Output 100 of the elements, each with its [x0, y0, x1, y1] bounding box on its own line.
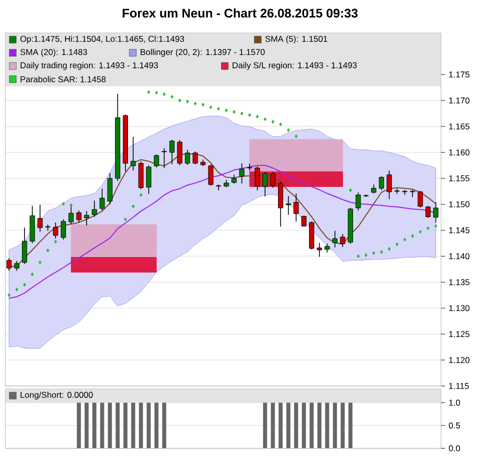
candlestick	[425, 205, 431, 218]
point	[388, 247, 391, 251]
point	[372, 251, 376, 255]
point	[217, 106, 220, 111]
candlestick	[316, 242, 322, 258]
candlestick	[60, 218, 66, 240]
candlestick	[14, 260, 20, 272]
point	[264, 117, 267, 122]
point	[209, 105, 212, 110]
y-tick-label: 1.160	[449, 149, 470, 156]
y-tick-label: 1.145	[449, 227, 470, 234]
candlestick	[100, 188, 105, 211]
point	[155, 90, 158, 95]
candlestick	[208, 164, 214, 186]
point	[140, 193, 142, 197]
candlestick	[262, 172, 268, 197]
candlestick	[76, 210, 82, 223]
candlestick	[6, 258, 12, 272]
y-tick-label: 1.115	[449, 383, 469, 389]
candlestick	[162, 148, 167, 168]
point	[248, 113, 251, 117]
y-tick-label: 1.135	[449, 279, 470, 286]
point	[30, 272, 34, 276]
point	[426, 226, 430, 230]
candlestick	[107, 172, 112, 205]
legend-label: Bollinger (20, 2): 1.1397 - 1.1570	[140, 48, 265, 57]
y-tick-label: 0.5	[448, 422, 460, 428]
candlestick	[177, 140, 182, 166]
candlestick	[184, 149, 190, 166]
point	[271, 120, 274, 124]
candlestick	[22, 227, 28, 264]
point	[240, 112, 244, 116]
point	[364, 253, 368, 258]
candlestick	[37, 204, 43, 232]
y-tick-label: 1.175	[449, 72, 470, 78]
point	[294, 134, 298, 138]
candlestick	[216, 184, 222, 191]
y-tick-label: 1.130	[449, 305, 470, 312]
legend-label: Long/Short: 0.0000	[20, 392, 93, 400]
point	[70, 203, 73, 208]
point	[186, 100, 189, 104]
point	[46, 248, 50, 252]
candlestick	[410, 189, 416, 198]
y-tick-label: 1.125	[449, 331, 470, 338]
point	[202, 102, 204, 106]
candlestick	[433, 202, 438, 223]
legend-label: Daily trading region: 1.1493 - 1.1493	[20, 62, 158, 70]
point	[224, 108, 228, 112]
point	[279, 122, 282, 126]
point	[15, 288, 18, 292]
point	[349, 188, 352, 192]
point	[132, 204, 135, 208]
candlestick	[332, 230, 338, 248]
point	[418, 230, 422, 234]
point	[38, 260, 42, 264]
point	[62, 202, 65, 206]
candlestick	[394, 188, 400, 194]
candlestick	[53, 222, 58, 239]
point	[178, 98, 182, 102]
candlestick	[418, 190, 423, 208]
candlestick	[356, 192, 361, 211]
point	[396, 242, 398, 246]
candlestick	[378, 176, 384, 191]
legend-label: Parabolic SAR: 1.1458	[20, 76, 106, 82]
point	[356, 254, 360, 258]
candlestick	[84, 210, 90, 226]
candlestick	[146, 164, 152, 194]
candlestick	[192, 150, 198, 165]
legend-label: SMA (20): 1.1483	[20, 48, 88, 57]
candlestick	[386, 170, 392, 200]
point	[8, 293, 10, 297]
legend-label: Op:1.1475, Hi:1.1504, Lo:1.1465, Cl:1.1493	[20, 36, 184, 44]
candlestick	[286, 196, 291, 216]
candlestick	[68, 203, 74, 224]
candlestick	[340, 233, 346, 248]
point	[124, 218, 127, 222]
point	[286, 128, 290, 132]
point	[256, 114, 259, 118]
legend-label: SMA (5): 1.1501	[265, 36, 328, 44]
candlestick	[270, 172, 276, 188]
point	[194, 102, 197, 106]
point	[23, 282, 26, 287]
candlestick	[154, 154, 160, 168]
legend-label: Daily S/L region: 1.1493 - 1.1493	[232, 62, 357, 70]
y-tick-label: 1.120	[449, 357, 470, 364]
candlestick	[130, 136, 136, 171]
candlestick	[294, 193, 299, 222]
candlestick	[254, 166, 260, 191]
y-tick-label: 1.170	[449, 97, 470, 104]
point	[54, 240, 58, 244]
y-tick-label: 0.0	[448, 445, 460, 452]
candlestick	[246, 163, 252, 171]
point	[403, 238, 406, 242]
point	[170, 95, 174, 99]
chart-title: Forex um Neun - Chart 26.08.2015 09:33	[122, 8, 358, 18]
point	[147, 90, 150, 94]
candlestick	[92, 200, 97, 218]
y-tick-label: 1.140	[449, 253, 470, 260]
candlestick	[169, 140, 175, 165]
point	[232, 110, 236, 114]
